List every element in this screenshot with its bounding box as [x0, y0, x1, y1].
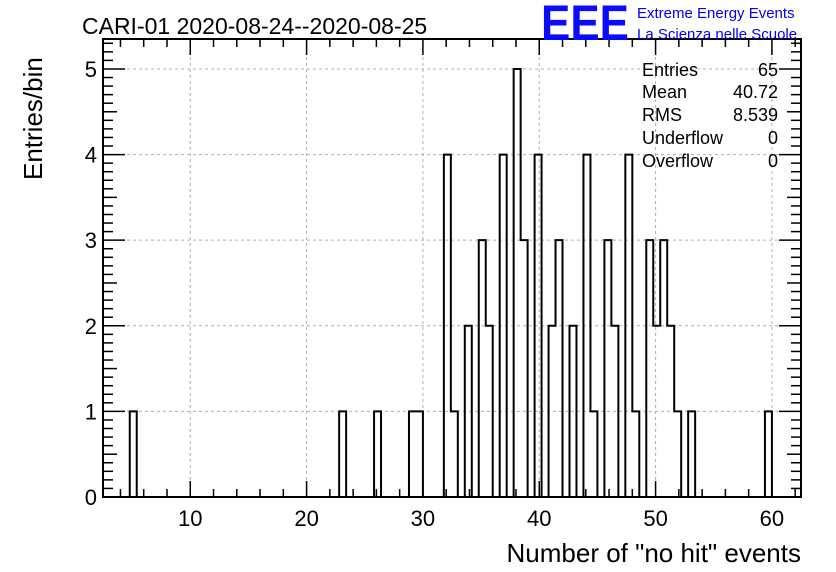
grid-lines: [103, 39, 801, 497]
y-tick-labels: 0 1 2 3 4 5: [85, 57, 97, 510]
histogram-bin: [646, 240, 653, 497]
histogram-bin: [556, 240, 563, 497]
chart-title: CARI-01 2020-08-24--2020-08-25: [82, 13, 427, 39]
plot-frame: [102, 38, 802, 498]
histogram-bin: [409, 411, 416, 497]
histogram-bin: [339, 411, 346, 497]
stats-underflow-value: 0: [768, 128, 778, 148]
y-tick-label: 4: [85, 143, 97, 168]
eee-logo-mark: EEE: [541, 0, 629, 51]
logo-line-2: La Scienza nelle Scuole: [637, 26, 797, 43]
y-tick-label: 2: [85, 314, 97, 339]
stats-entries-value: 65: [758, 60, 778, 80]
histogram-bin: [521, 240, 528, 497]
stats-mean-label: Mean: [642, 82, 687, 102]
histogram-bin: [632, 411, 639, 497]
stats-box: Entries 65 Mean 40.72 RMS 8.539 Underflo…: [642, 60, 778, 171]
stats-underflow-label: Underflow: [642, 128, 724, 148]
histogram-bin: [374, 411, 381, 497]
stats-overflow-value: 0: [768, 151, 778, 171]
x-tick-label: 10: [178, 506, 202, 531]
stats-overflow-label: Overflow: [642, 151, 714, 171]
x-tick-label: 20: [294, 506, 318, 531]
y-tick-label: 5: [85, 57, 97, 82]
y-tick-label: 0: [85, 485, 97, 510]
histogram-bin: [688, 411, 695, 497]
histogram-bin: [604, 240, 611, 497]
histogram-bin: [451, 411, 458, 497]
stats-entries-label: Entries: [642, 60, 698, 80]
stats-rms-value: 8.539: [733, 105, 778, 125]
x-tick-label: 50: [643, 506, 667, 531]
x-tick-label: 40: [527, 506, 551, 531]
histogram-bin: [479, 240, 486, 497]
histogram-bin: [674, 411, 681, 497]
axis-ticks: [103, 39, 801, 498]
x-axis-label: Number of "no hit" events: [507, 538, 802, 568]
histogram-bin: [590, 411, 597, 497]
histogram-bin: [765, 411, 772, 497]
stats-mean-value: 40.72: [733, 82, 778, 102]
logo-line-1: Extreme Energy Events: [637, 5, 795, 22]
histogram-bin: [514, 69, 521, 497]
y-tick-label: 3: [85, 228, 97, 253]
stats-rms-label: RMS: [642, 105, 682, 125]
y-tick-label: 1: [85, 399, 97, 424]
logo: EEE Extreme Energy Events La Scienza nel…: [541, 0, 797, 51]
x-tick-label: 30: [411, 506, 435, 531]
x-tick-label: 60: [760, 506, 784, 531]
y-axis-label: Entries/bin: [18, 57, 48, 180]
histogram-bin: [416, 411, 423, 497]
histogram-bin: [660, 240, 667, 497]
histogram-bin: [130, 411, 137, 497]
x-tick-labels: 10 20 30 40 50 60: [178, 506, 784, 531]
